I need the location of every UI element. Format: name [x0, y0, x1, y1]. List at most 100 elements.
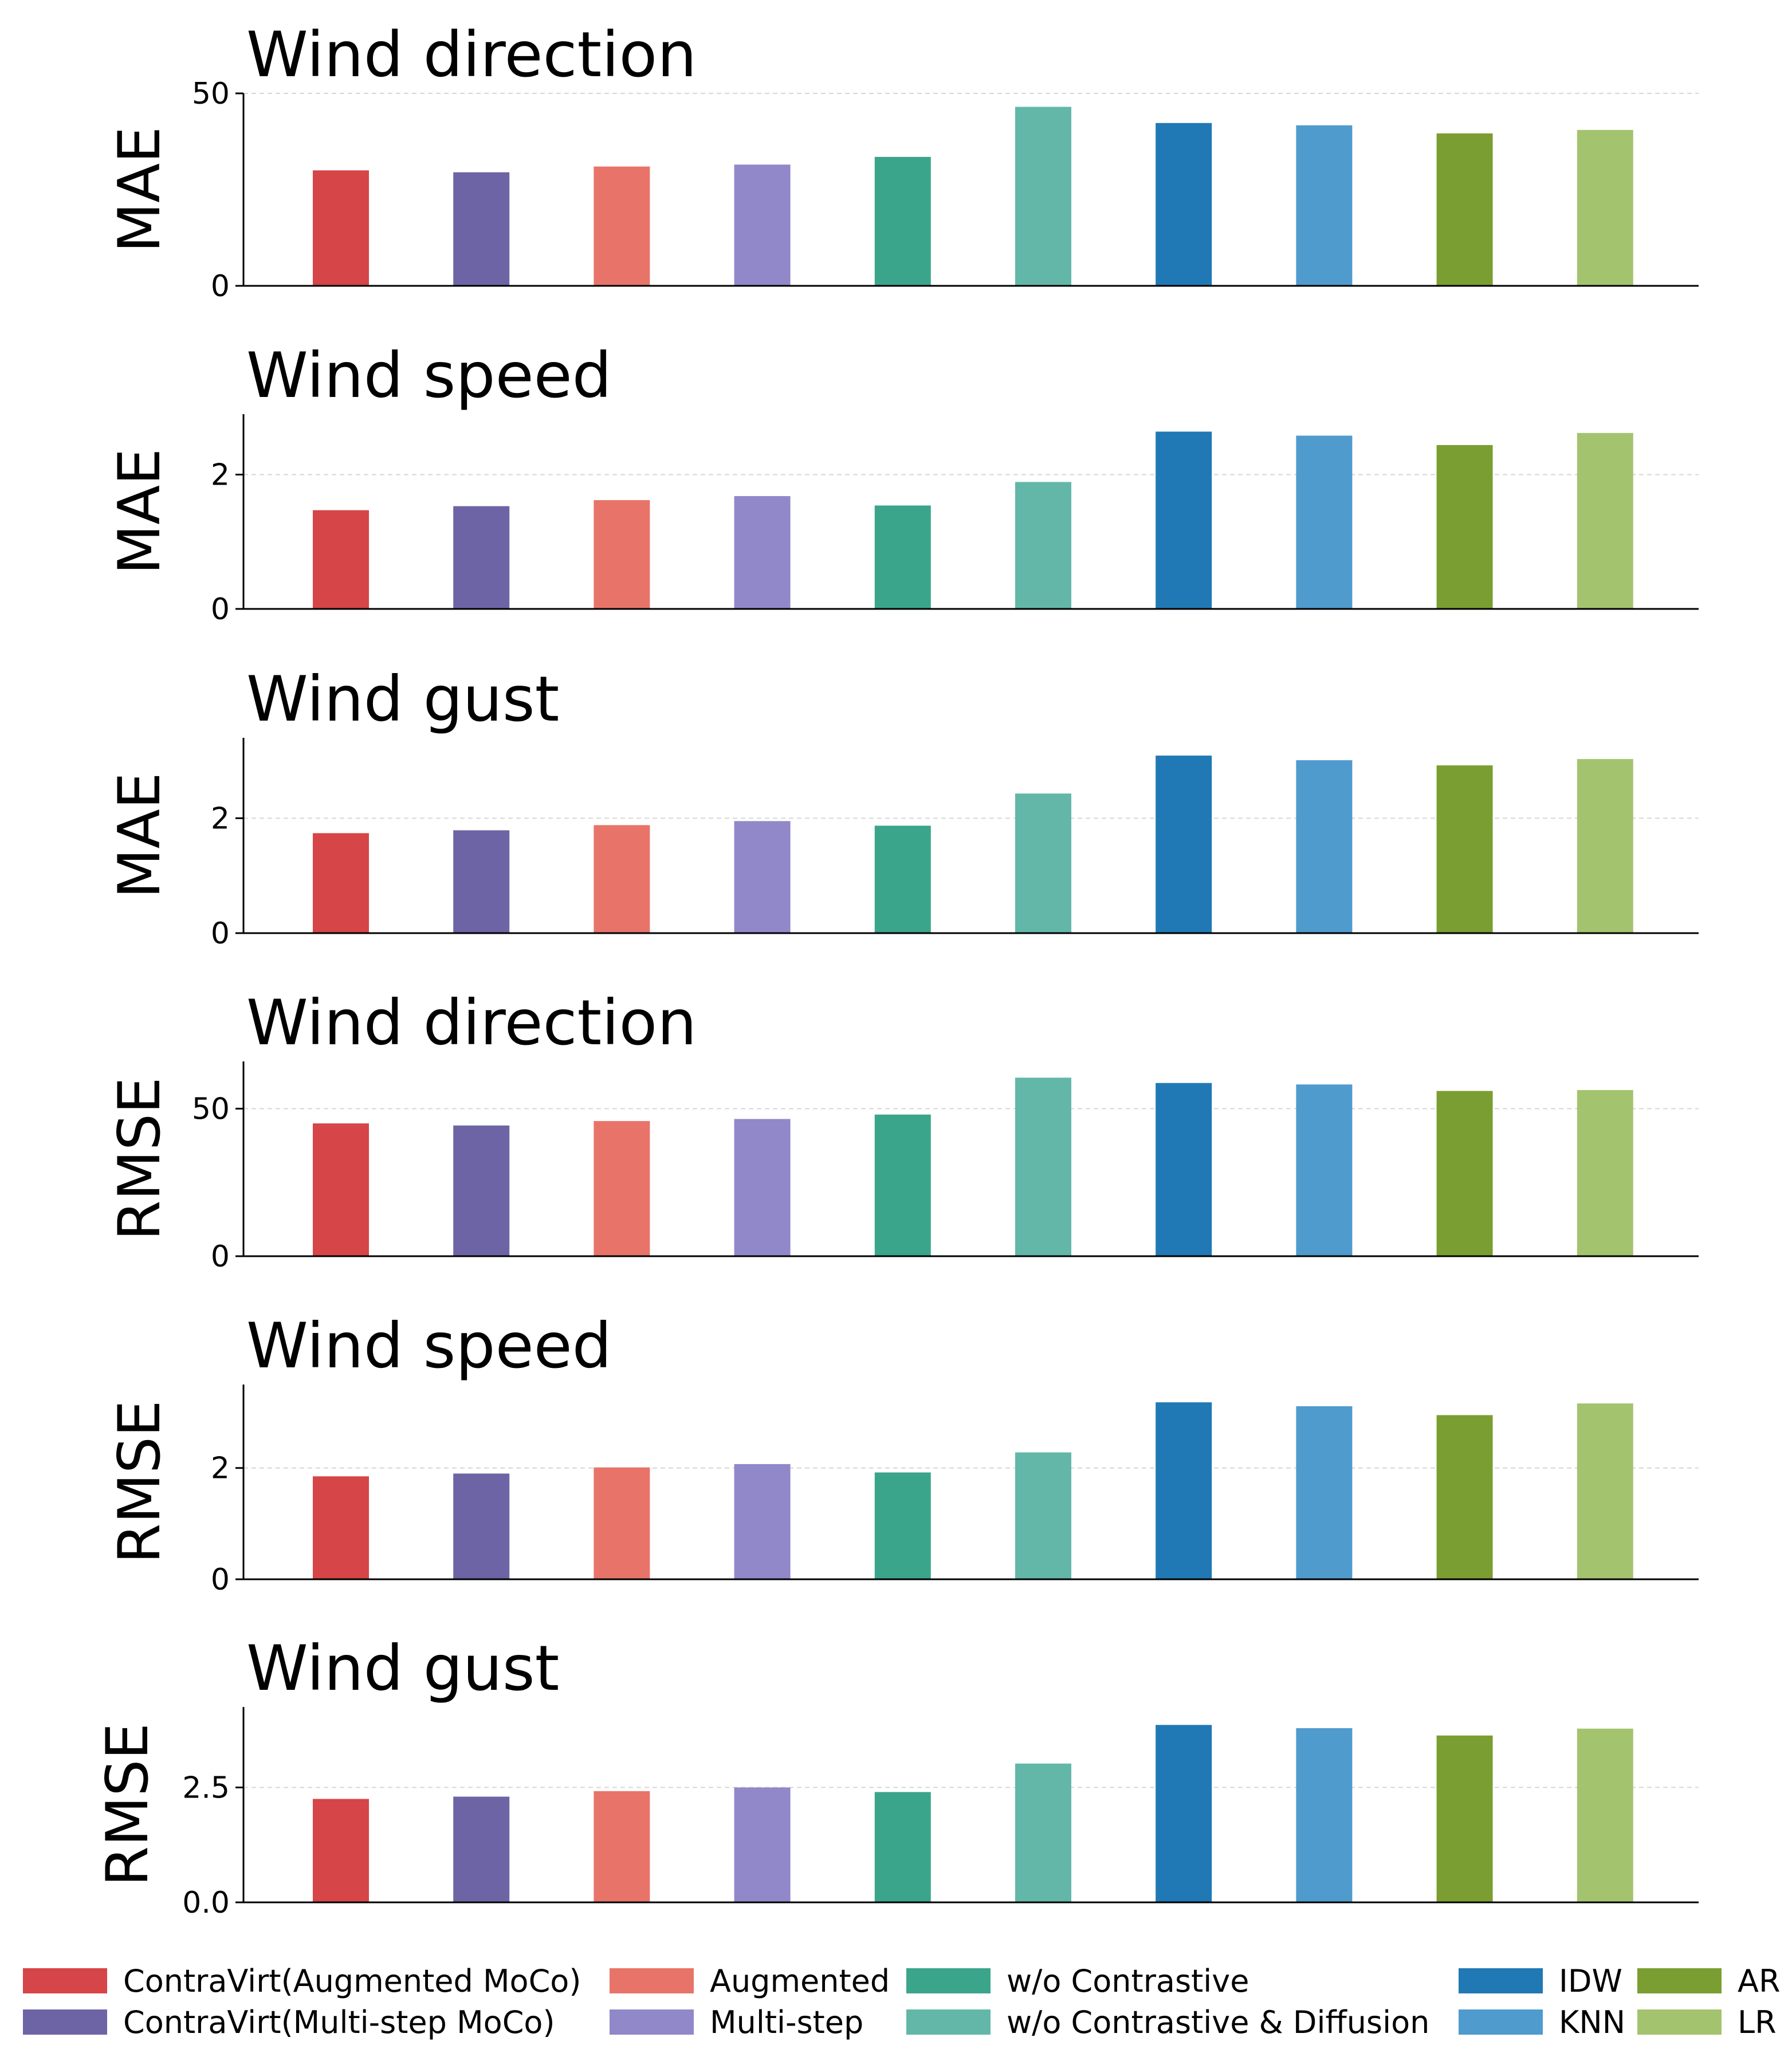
bar-2 [453, 1473, 510, 1579]
y-tick-label: 0 [211, 269, 230, 304]
y-tick-label: 50 [192, 1092, 230, 1126]
chart-panel-1: 0 50 Wind direction MAE [105, 18, 1699, 304]
legend-swatch [906, 1968, 991, 1993]
panel-title: Wind gust [246, 663, 559, 736]
y-tick-label: 50 [192, 77, 230, 111]
legend-swatch [1459, 1968, 1543, 1993]
bar-9 [1436, 445, 1493, 609]
bar-6 [1015, 1077, 1071, 1256]
bar-4 [734, 1787, 791, 1902]
y-axis-label: MAE [105, 772, 173, 898]
legend-swatch [23, 2009, 107, 2035]
bar-4 [734, 496, 791, 609]
bar-6 [1015, 1763, 1071, 1902]
bar-1 [313, 170, 369, 286]
panel-title: Wind gust [246, 1632, 559, 1705]
bar-1 [313, 1799, 369, 1902]
bar-8 [1296, 1728, 1353, 1902]
bar-5 [874, 505, 931, 609]
legend-label: KNN [1559, 2004, 1625, 2040]
panel-title: Wind direction [246, 18, 697, 91]
bar-9 [1436, 133, 1493, 286]
bar-4 [734, 1464, 791, 1579]
legend-label: w/o Contrastive & Diffusion [1007, 2004, 1429, 2040]
y-tick-label: 0 [211, 1563, 230, 1597]
legend-swatch [23, 1968, 107, 1993]
bar-8 [1296, 125, 1353, 286]
y-axis-label: RMSE [93, 1723, 161, 1886]
legend-label: LR [1738, 2004, 1777, 2040]
bar-5 [874, 1472, 931, 1579]
chart-panel-3: 0 2 Wind gust MAE [105, 663, 1699, 951]
y-tick-label: 0 [211, 592, 230, 627]
bar-7 [1156, 1402, 1212, 1579]
y-tick-label: 0 [211, 917, 230, 951]
bar-7 [1156, 123, 1212, 286]
legend-swatch [1459, 2009, 1543, 2035]
legend-label: Augmented [710, 1963, 890, 1999]
bar-10 [1577, 432, 1633, 609]
legend-swatch [1637, 2009, 1722, 2035]
y-axis-label: MAE [105, 449, 173, 575]
legend-label: AR [1738, 1963, 1780, 1999]
bar-1 [313, 833, 369, 933]
legend-label: w/o Contrastive [1007, 1963, 1249, 1999]
legend-label: Multi-step [710, 2004, 863, 2040]
bar-5 [874, 1114, 931, 1256]
bar-3 [594, 166, 650, 286]
bar-6 [1015, 1452, 1071, 1579]
y-axis-label: MAE [105, 127, 173, 253]
bar-3 [594, 500, 650, 609]
bar-3 [594, 825, 650, 933]
bar-1 [313, 510, 369, 609]
bar-5 [874, 1792, 931, 1902]
y-tick-label: 2.5 [182, 1771, 230, 1805]
bar-2 [453, 1796, 510, 1902]
legend-swatch [906, 2009, 991, 2035]
bar-7 [1156, 1083, 1212, 1256]
legend-swatch [1637, 1968, 1722, 1993]
bar-1 [313, 1476, 369, 1579]
bar-3 [594, 1791, 650, 1902]
chart-panel-4: 0 50 Wind direction RMSE [105, 986, 1699, 1274]
bar-7 [1156, 756, 1212, 933]
y-tick-label: 2 [211, 1452, 230, 1486]
bar-5 [874, 156, 931, 286]
y-tick-label: 2 [211, 458, 230, 493]
bar-6 [1015, 793, 1071, 933]
legend-swatch [610, 1968, 694, 1993]
bar-10 [1577, 759, 1633, 933]
chart-panel-5: 0 2 Wind speed RMSE [105, 1309, 1699, 1597]
y-tick-label: 2 [211, 801, 230, 836]
bar-4 [734, 164, 791, 286]
legend-swatch [610, 2009, 694, 2035]
legend-label: ContraVirt(Augmented MoCo) [123, 1963, 581, 1999]
bar-6 [1015, 107, 1071, 286]
chart-panel-2: 0 2 Wind speed MAE [105, 339, 1699, 627]
bar-6 [1015, 482, 1071, 609]
y-tick-label: 0.0 [182, 1886, 230, 1920]
legend-label: ContraVirt(Multi-step MoCo) [123, 2004, 555, 2040]
y-axis-label: RMSE [105, 1077, 173, 1240]
panel-title: Wind speed [246, 1309, 612, 1382]
bar-8 [1296, 1406, 1353, 1579]
bar-4 [734, 821, 791, 933]
bar-10 [1577, 129, 1633, 286]
bar-2 [453, 830, 510, 933]
legend-label: IDW [1559, 1963, 1622, 1999]
bar-1 [313, 1123, 369, 1256]
bar-2 [453, 172, 510, 286]
bar-3 [594, 1121, 650, 1256]
bar-9 [1436, 1735, 1493, 1902]
bar-10 [1577, 1090, 1633, 1256]
bar-7 [1156, 1725, 1212, 1902]
legend: ContraVirt(Augmented MoCo) ContraVirt(Mul… [23, 1963, 1780, 2040]
bar-2 [453, 506, 510, 609]
bar-3 [594, 1467, 650, 1579]
panel-title: Wind speed [246, 339, 612, 412]
chart-panel-6: 0.0 2.5 Wind gust RMSE [93, 1632, 1699, 1920]
bar-8 [1296, 1084, 1353, 1256]
y-tick-label: 0 [211, 1240, 230, 1274]
bar-9 [1436, 765, 1493, 933]
